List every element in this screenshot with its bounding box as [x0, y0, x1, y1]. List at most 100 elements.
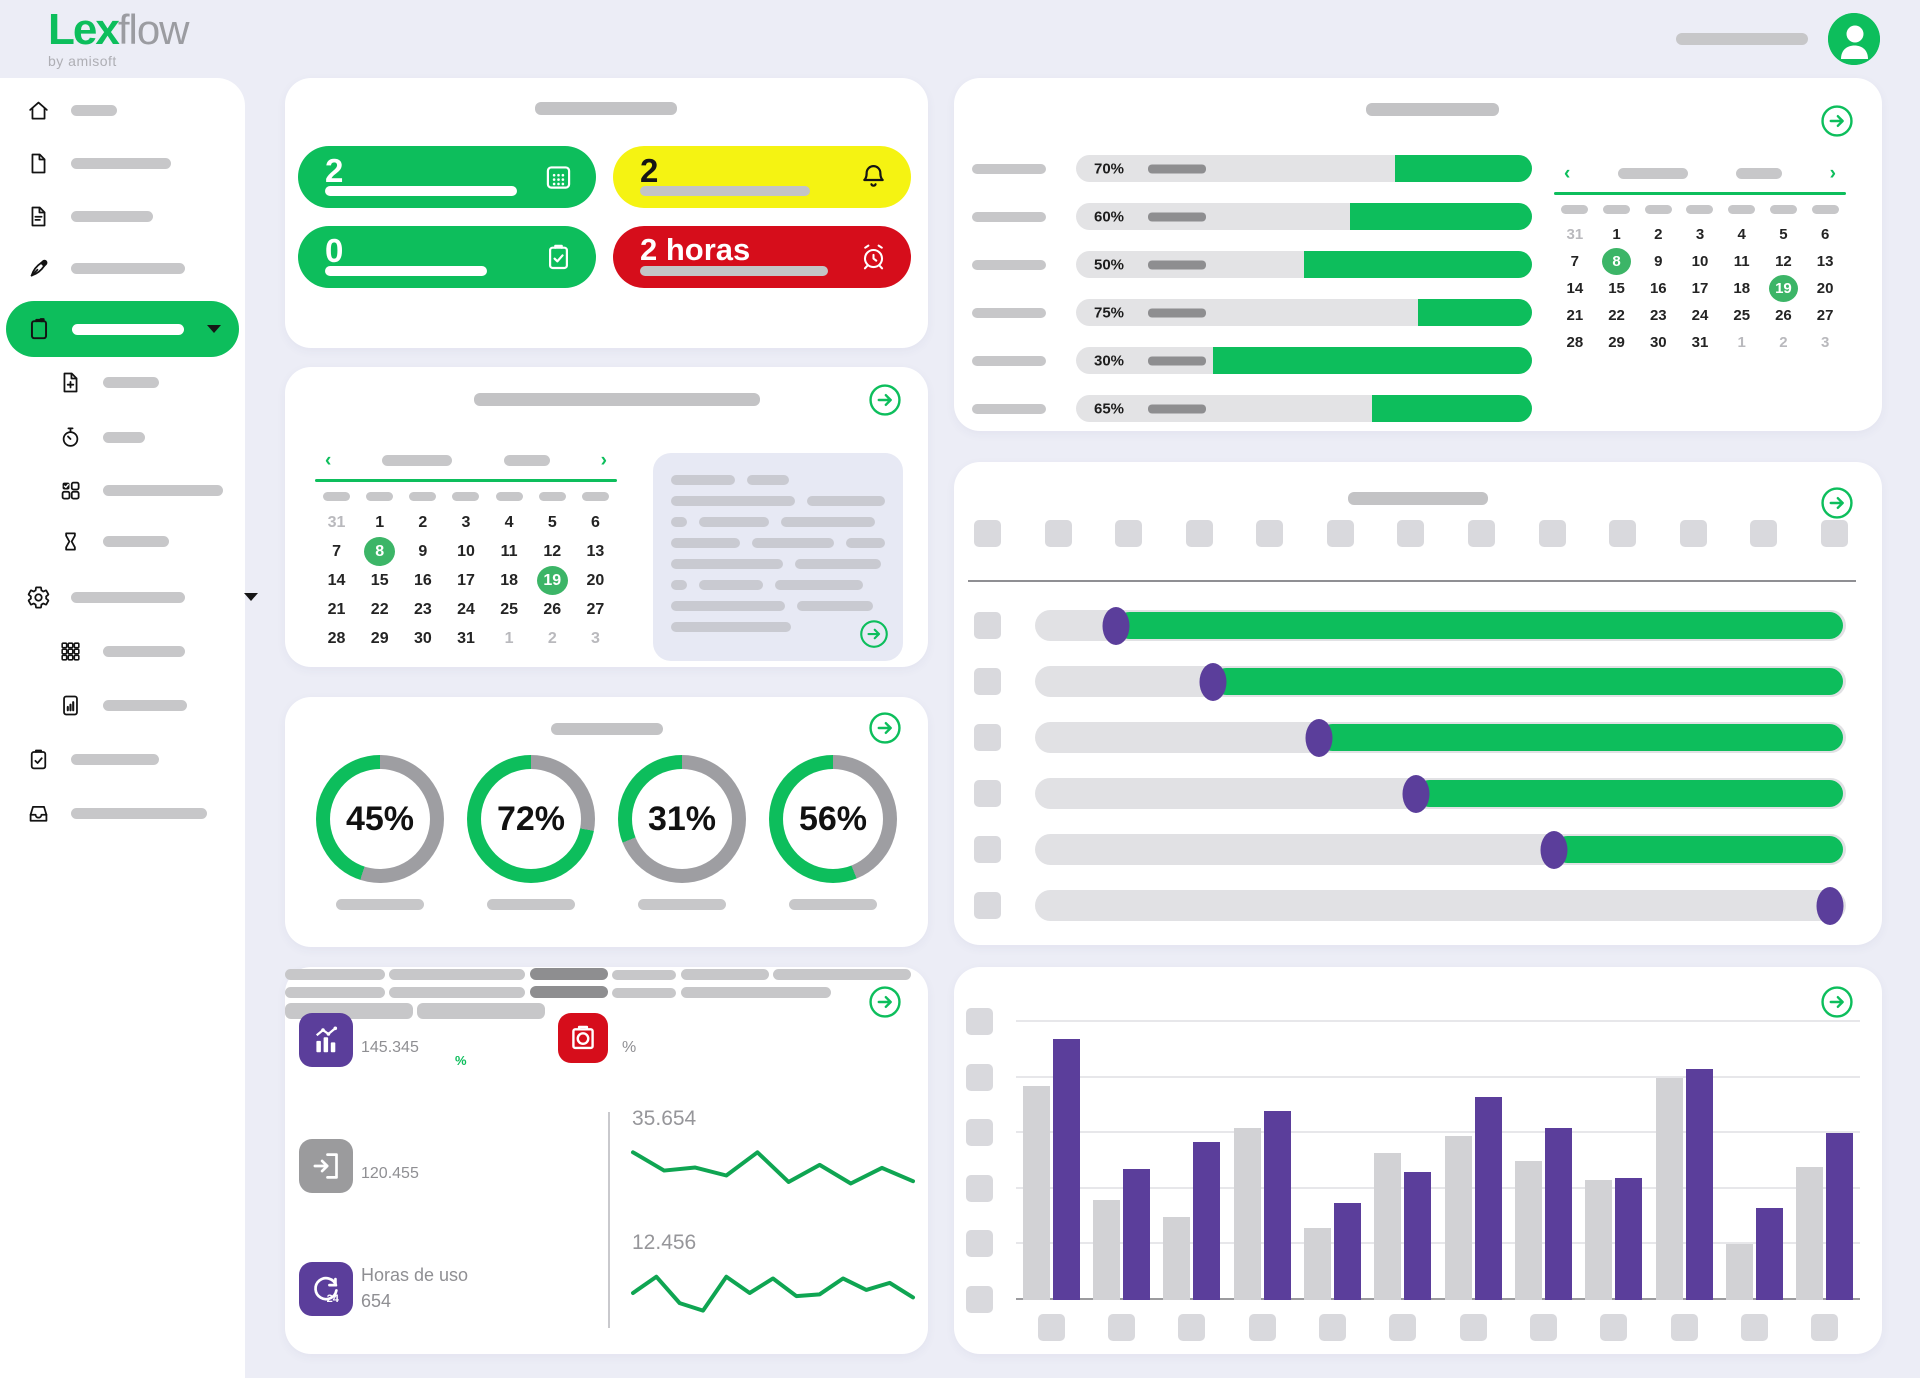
slider-knob[interactable] — [1102, 606, 1130, 645]
sidebar-item-grid-check[interactable] — [58, 476, 223, 504]
sidebar-item-file[interactable] — [26, 149, 171, 177]
open-card-button[interactable] — [868, 711, 902, 745]
calendar-day[interactable]: 18 — [500, 572, 519, 589]
calendar-day[interactable]: 15 — [370, 572, 389, 589]
calendar-day[interactable]: 1 — [375, 514, 385, 531]
sidebar-item-file-plus[interactable] — [58, 368, 159, 396]
calendar-day[interactable]: 3 — [1695, 226, 1705, 243]
progress-bar[interactable]: 75% — [1076, 299, 1532, 326]
calendar-day[interactable]: 13 — [1816, 253, 1834, 270]
notes-panel[interactable] — [653, 453, 903, 661]
calendar-day[interactable]: 19 — [536, 566, 568, 595]
calendar-day[interactable]: 10 — [457, 543, 475, 560]
summary-pill-tasks[interactable]: 0 — [298, 226, 596, 288]
calendar-day[interactable]: 30 — [1649, 334, 1667, 351]
slider-track[interactable] — [1035, 606, 1846, 645]
calendar-day[interactable]: 28 — [1566, 334, 1584, 351]
calendar-day[interactable]: 31 — [1691, 334, 1709, 351]
calendar-day[interactable]: 17 — [1691, 280, 1709, 297]
calendar-day[interactable]: 18 — [1733, 280, 1751, 297]
slider-track[interactable] — [1035, 774, 1846, 813]
calendar-day[interactable]: 15 — [1608, 280, 1625, 297]
calendar-day[interactable]: 22 — [1608, 307, 1625, 324]
calendar-day[interactable]: 21 — [327, 601, 346, 618]
progress-bar[interactable]: 30% — [1076, 347, 1532, 374]
sidebar-item-active[interactable] — [6, 301, 239, 357]
chevron-down-icon[interactable] — [244, 593, 258, 601]
summary-pill-appointments[interactable]: 2 — [298, 146, 596, 208]
calendar-day[interactable]: 31 — [457, 630, 475, 647]
sidebar-item-file-text[interactable] — [26, 202, 153, 230]
calendar-day[interactable]: 6 — [590, 514, 600, 531]
calendar-day[interactable]: 2 — [1654, 226, 1663, 243]
calendar-day[interactable]: 22 — [370, 601, 389, 618]
calendar-day[interactable]: 26 — [1775, 307, 1792, 324]
progress-bar[interactable]: 60% — [1076, 203, 1532, 230]
calendar-day[interactable]: 3 — [461, 514, 471, 531]
calendar-day[interactable]: 17 — [457, 572, 475, 589]
user-avatar[interactable] — [1828, 13, 1880, 65]
calendar-day[interactable]: 6 — [1820, 226, 1830, 243]
slider-knob[interactable] — [1402, 774, 1430, 813]
calendar-day[interactable]: 9 — [1654, 253, 1663, 270]
chevron-right-icon[interactable]: › — [1829, 163, 1836, 184]
calendar-day[interactable]: 21 — [1566, 307, 1584, 324]
chevron-left-icon[interactable]: ‹ — [325, 450, 332, 471]
calendar-day[interactable]: 23 — [413, 601, 432, 618]
calendar-day[interactable]: 1 — [504, 630, 514, 647]
sidebar-item-pen[interactable] — [26, 254, 185, 282]
slider-knob[interactable] — [1816, 886, 1844, 925]
sidebar-item-inbox[interactable] — [26, 799, 207, 827]
calendar-day[interactable]: 13 — [586, 543, 605, 560]
calendar-day[interactable]: 12 — [543, 543, 562, 560]
sidebar-item-grid-9[interactable] — [58, 637, 185, 665]
summary-pill-hours[interactable]: 2 horas — [613, 226, 911, 288]
calendar-day[interactable]: 5 — [547, 514, 557, 531]
calendar-day[interactable]: 25 — [1733, 307, 1751, 324]
calendar-day[interactable]: 31 — [327, 514, 346, 531]
sidebar-item-home[interactable] — [26, 96, 117, 124]
calendar-day[interactable]: 14 — [1566, 280, 1584, 297]
calendar-day[interactable]: 20 — [1816, 280, 1834, 297]
calendar-day[interactable]: 20 — [586, 572, 605, 589]
calendar-day[interactable]: 3 — [1820, 334, 1830, 351]
calendar-day[interactable]: 2 — [418, 514, 428, 531]
slider-track[interactable] — [1035, 662, 1846, 701]
calendar-day[interactable]: 27 — [586, 601, 605, 618]
progress-bar[interactable]: 50% — [1076, 251, 1532, 278]
calendar-day[interactable]: 7 — [332, 543, 342, 560]
calendar-day[interactable]: 24 — [1691, 307, 1709, 324]
sidebar-item-chart-page[interactable] — [58, 691, 187, 719]
slider-knob[interactable] — [1199, 662, 1227, 701]
calendar-day[interactable]: 4 — [1737, 226, 1746, 243]
calendar-day[interactable]: 4 — [504, 514, 514, 531]
sidebar-item-stopwatch[interactable] — [58, 423, 145, 451]
calendar-day[interactable]: 2 — [1779, 334, 1788, 351]
calendar-day[interactable]: 28 — [327, 630, 346, 647]
chevron-right-icon[interactable]: › — [600, 450, 607, 471]
sidebar-item-clipboard-check[interactable] — [26, 745, 159, 773]
slider-track[interactable] — [1035, 718, 1846, 757]
open-card-button[interactable] — [868, 383, 902, 417]
calendar-day[interactable]: 10 — [1691, 253, 1709, 270]
calendar-day[interactable]: 30 — [413, 630, 432, 647]
sidebar-item-gear[interactable] — [26, 583, 258, 611]
calendar-day[interactable]: 27 — [1816, 307, 1834, 324]
calendar-day[interactable]: 8 — [1602, 248, 1632, 275]
open-notes-button[interactable] — [859, 619, 889, 649]
progress-bar[interactable]: 70% — [1076, 155, 1532, 182]
chevron-left-icon[interactable]: ‹ — [1564, 163, 1571, 184]
calendar-day[interactable]: 12 — [1775, 253, 1792, 270]
calendar-day[interactable]: 16 — [1649, 280, 1667, 297]
calendar-day[interactable]: 3 — [590, 630, 600, 647]
calendar-day[interactable]: 31 — [1566, 226, 1584, 243]
calendar-day[interactable]: 9 — [418, 543, 428, 560]
calendar-day[interactable]: 11 — [500, 543, 518, 560]
progress-bar[interactable]: 65% — [1076, 395, 1532, 422]
calendar-day[interactable]: 1 — [1612, 226, 1621, 243]
slider-knob[interactable] — [1305, 718, 1333, 757]
calendar-day[interactable]: 2 — [547, 630, 557, 647]
summary-pill-notifications[interactable]: 2 — [613, 146, 911, 208]
open-card-button[interactable] — [1820, 985, 1854, 1019]
chevron-down-icon[interactable] — [207, 325, 221, 333]
